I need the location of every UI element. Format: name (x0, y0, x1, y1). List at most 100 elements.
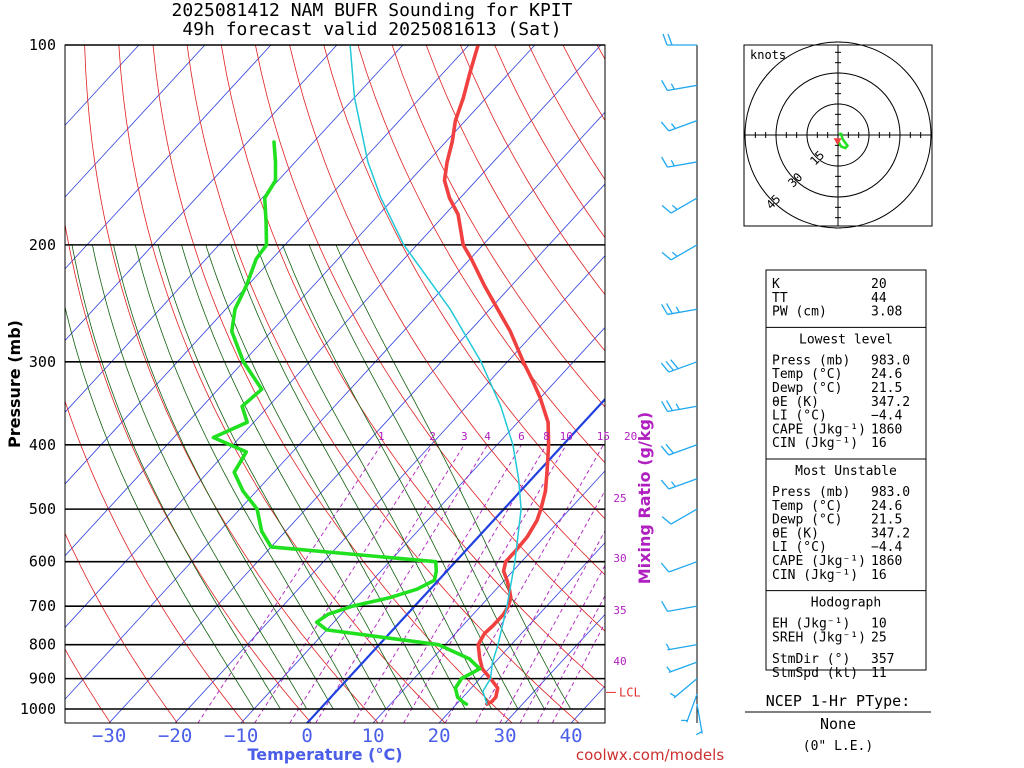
series-parcel (349, 45, 522, 705)
barb-flag (665, 303, 673, 314)
barb-half-flag (675, 306, 680, 313)
index-label: EH (Jkg⁻¹) (772, 617, 850, 632)
mixing-ratio-line (475, 489, 605, 723)
index-label: Temp (°C) (772, 499, 842, 514)
index-value: 20 (871, 277, 887, 292)
index-value: 10 (871, 617, 887, 632)
x-axis-title: Temperature (°C) (247, 745, 402, 764)
indices-panel: K 20 TT 44 PW (cm) 3.08 Lowest level Press (mb)… (765, 269, 927, 681)
temperature-tick-label: 10 (362, 725, 385, 747)
barb-flag (661, 303, 669, 315)
barb-flag (667, 33, 673, 46)
barb-staff (686, 693, 698, 723)
index-label: CAPE (Jkg⁻¹) (772, 422, 866, 437)
wind-barb (661, 508, 698, 525)
moist-adiabat (71, 244, 281, 710)
dry-adiabat (220, 45, 605, 689)
temperature-tick-label: 20 (428, 725, 451, 747)
index-label: Press (mb) (772, 485, 850, 500)
pressure-tick-label: 300 (29, 353, 56, 371)
pressure-tick-label: 100 (29, 36, 56, 54)
index-value: 44 (871, 291, 887, 306)
index-label: θE (K) (772, 526, 819, 541)
dry-adiabat (84, 45, 379, 723)
index-value: 24.6 (871, 499, 902, 514)
moist-adiabat (65, 305, 255, 710)
wind-barb (661, 600, 698, 612)
barb-half-flag (666, 666, 672, 673)
index-value: 347.2 (871, 395, 910, 410)
mixing-ratio-line (254, 444, 433, 723)
dry-adiabat (939, 45, 1024, 723)
index-label: CIN (Jkg⁻¹) (772, 568, 858, 583)
barb-staff (667, 161, 698, 168)
pressure-isobars (65, 44, 605, 710)
mixing-ratio-labels: 1 2 3 4 6 8 10 15 20 25 30 35 40 (378, 430, 637, 668)
temperature-tick-label: 30 (494, 725, 517, 747)
isotherm (174, 255, 605, 723)
dry-adiabat (1007, 45, 1024, 723)
mixing-ratio-line (289, 444, 465, 723)
index-label: θE (K) (772, 395, 819, 410)
freezing-isotherm (306, 397, 605, 723)
wind-barb (660, 561, 698, 573)
mixing-ratio-label: 10 (560, 430, 573, 443)
pressure-tick-label: 1000 (20, 700, 56, 718)
pressure-tick-label: 200 (29, 236, 56, 254)
barb-flag (661, 600, 669, 612)
barb-flag (660, 362, 670, 373)
barb-staff (667, 84, 698, 92)
index-label: TT (772, 291, 788, 306)
wind-barb (661, 156, 698, 168)
series-temperature (442, 45, 551, 706)
index-value: 1860 (871, 554, 902, 569)
index-value: 357 (871, 652, 894, 667)
wind-barb (681, 693, 698, 723)
ptype-value: None (820, 715, 856, 733)
barb-staff (670, 244, 698, 261)
chart-subtitle: 49h forecast valid 2025081613 (Sat) (182, 19, 561, 40)
moist-adiabat (256, 244, 492, 710)
index-section-title: Hodograph (811, 596, 881, 611)
ptype-panel: NCEP 1-Hr PType: None (0" L.E.) (745, 692, 931, 754)
wind-barb (660, 478, 698, 490)
storm-motion-marker (833, 138, 842, 146)
temperature-tick-label: −30 (92, 725, 126, 747)
temperature-tick-label: 40 (560, 725, 583, 747)
mixing-ratio-line (403, 444, 567, 723)
barb-flag (660, 479, 670, 490)
series-dewpoint (211, 140, 482, 706)
index-section-title: Most Unstable (795, 464, 897, 479)
mixing-ratio-label: 20 (624, 430, 637, 443)
index-value: −4.4 (871, 540, 902, 555)
pressure-tick-label: 900 (29, 670, 56, 688)
dry-adiabat (425, 45, 605, 352)
mixing-ratio-title: Mixing Ratio (g/kg) (635, 412, 654, 584)
moist-adiabat (308, 244, 545, 710)
barb-flag (660, 562, 670, 573)
hodograph-line (837, 132, 850, 150)
barb-flag (661, 251, 672, 261)
barb-half-flag (671, 204, 678, 211)
mixing-ratio-line (551, 621, 605, 723)
barb-half-flag (671, 251, 678, 257)
barb-flag (661, 516, 672, 525)
index-value: 24.6 (871, 367, 902, 382)
barb-staff (670, 197, 698, 214)
dry-adiabat (289, 45, 605, 576)
wind-barbs (660, 33, 703, 736)
isotherm (65, 45, 206, 198)
temperature-tick-label: −10 (224, 725, 258, 747)
sounding-traces (211, 45, 551, 706)
plot-frame (64, 44, 606, 724)
barb-half-flag (670, 481, 676, 488)
mixing-ratio-line (519, 564, 605, 723)
barb-half-flag (675, 403, 680, 410)
barb-staff (667, 605, 698, 612)
wind-barb (662, 33, 697, 46)
dry-adiabat (65, 399, 245, 723)
dry-adiabat (65, 532, 178, 723)
mixing-ratio-label: 3 (461, 430, 468, 443)
